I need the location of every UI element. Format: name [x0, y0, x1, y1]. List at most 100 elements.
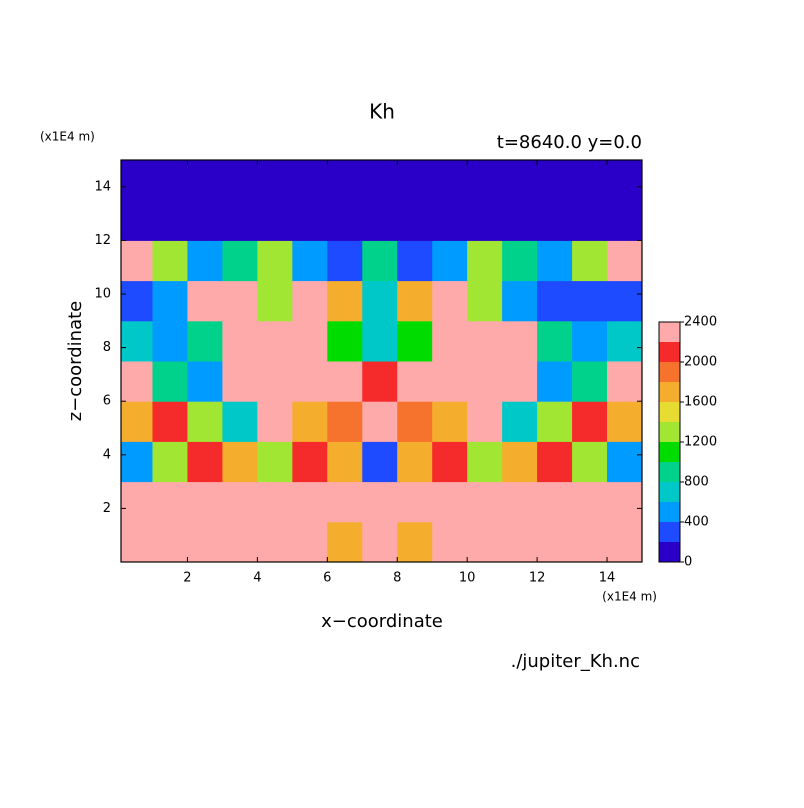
field-cell — [397, 361, 433, 402]
field-cell — [572, 280, 608, 322]
field-cell — [292, 521, 328, 562]
colorbar-band — [659, 362, 680, 382]
field-cell — [572, 200, 608, 241]
x-tick-label: 4 — [253, 571, 261, 586]
field-cell — [121, 160, 153, 201]
field-cell — [222, 320, 258, 362]
field-cell — [502, 441, 538, 483]
field-cell — [467, 441, 503, 483]
y-unit: (x1E4 m) — [40, 130, 95, 144]
field-cell — [327, 521, 363, 562]
colorbar-tick-label: 800 — [684, 475, 709, 490]
field-cell — [187, 280, 223, 322]
field-cell — [292, 481, 328, 523]
field-cell — [152, 200, 188, 241]
field-cell — [607, 240, 642, 282]
field-cell — [572, 481, 608, 523]
field-cell — [257, 200, 293, 241]
field-cell — [222, 280, 258, 322]
field-cell — [222, 240, 258, 282]
field-cell — [537, 320, 573, 362]
field-cell — [572, 361, 608, 402]
field-cell — [222, 160, 258, 201]
colorbar-tick-label: 2400 — [684, 315, 717, 330]
field-cell — [362, 160, 398, 201]
field-cell — [257, 160, 293, 201]
colorbar-band — [659, 422, 680, 442]
field-cell — [187, 441, 223, 483]
field-cell — [397, 521, 433, 562]
field-cell — [187, 521, 223, 562]
field-cell — [502, 160, 538, 201]
field-cell — [607, 401, 642, 442]
field-cell — [432, 240, 468, 282]
field-cell — [537, 280, 573, 322]
field-cell — [292, 401, 328, 442]
field-cell — [257, 441, 293, 483]
field-cell — [121, 280, 153, 322]
field-cell — [187, 200, 223, 241]
field-cell — [121, 441, 153, 483]
y-tick-label: 8 — [103, 340, 111, 355]
colorbar-band — [659, 442, 680, 462]
field-cell — [397, 320, 433, 362]
field-cell — [362, 200, 398, 241]
source-label: ./jupiter_Kh.nc — [511, 651, 640, 672]
field-cell — [327, 401, 363, 442]
field-cell — [572, 401, 608, 442]
field-cell — [467, 521, 503, 562]
y-axis-label: z−coordinate — [65, 301, 86, 422]
field-cell — [607, 280, 642, 322]
field-cell — [502, 401, 538, 442]
field-cell — [152, 240, 188, 282]
field-cell — [502, 280, 538, 322]
x-tick-label: 14 — [599, 571, 616, 586]
field-cell — [292, 200, 328, 241]
field-cell — [121, 320, 153, 362]
field-cell — [152, 160, 188, 201]
field-cell — [467, 361, 503, 402]
field-cell — [502, 320, 538, 362]
field-cell — [467, 481, 503, 523]
field-cell — [292, 240, 328, 282]
field-cell — [397, 441, 433, 483]
x-tick-label: 6 — [323, 571, 331, 586]
field-cell — [152, 521, 188, 562]
y-tick-label: 2 — [103, 501, 111, 516]
field-cell — [537, 481, 573, 523]
field-cell — [607, 361, 642, 402]
colorbar-band — [659, 402, 680, 422]
field-cell — [222, 361, 258, 402]
field-cell — [121, 240, 153, 282]
field-cell — [467, 200, 503, 241]
field-cell — [432, 401, 468, 442]
field-cell — [121, 521, 153, 562]
field-cell — [467, 240, 503, 282]
field-cell — [187, 320, 223, 362]
colorbar-band — [659, 382, 680, 402]
colorbar-band — [659, 342, 680, 362]
colorbar-band — [659, 322, 680, 342]
colorbar-band — [659, 482, 680, 502]
field-cell — [292, 361, 328, 402]
field-cell — [432, 320, 468, 362]
field-cell — [257, 240, 293, 282]
field-cell — [121, 481, 153, 523]
field-cell — [362, 481, 398, 523]
field-cell — [397, 481, 433, 523]
field-cell — [572, 240, 608, 282]
x-unit: (x1E4 m) — [602, 590, 657, 604]
field-cell — [327, 481, 363, 523]
field-cell — [362, 401, 398, 442]
field-cell — [572, 441, 608, 483]
field-cell — [537, 521, 573, 562]
field-cell — [432, 521, 468, 562]
field-cell — [257, 521, 293, 562]
field-cell — [397, 401, 433, 442]
field-cell — [327, 361, 363, 402]
colorbar: 0 400 800 1200 1600 2000 2400 — [658, 315, 717, 570]
field-cell — [502, 481, 538, 523]
subtitle: t=8640.0 y=0.0 — [497, 132, 642, 153]
field-cell — [432, 160, 468, 201]
plot-frame — [120, 159, 643, 563]
